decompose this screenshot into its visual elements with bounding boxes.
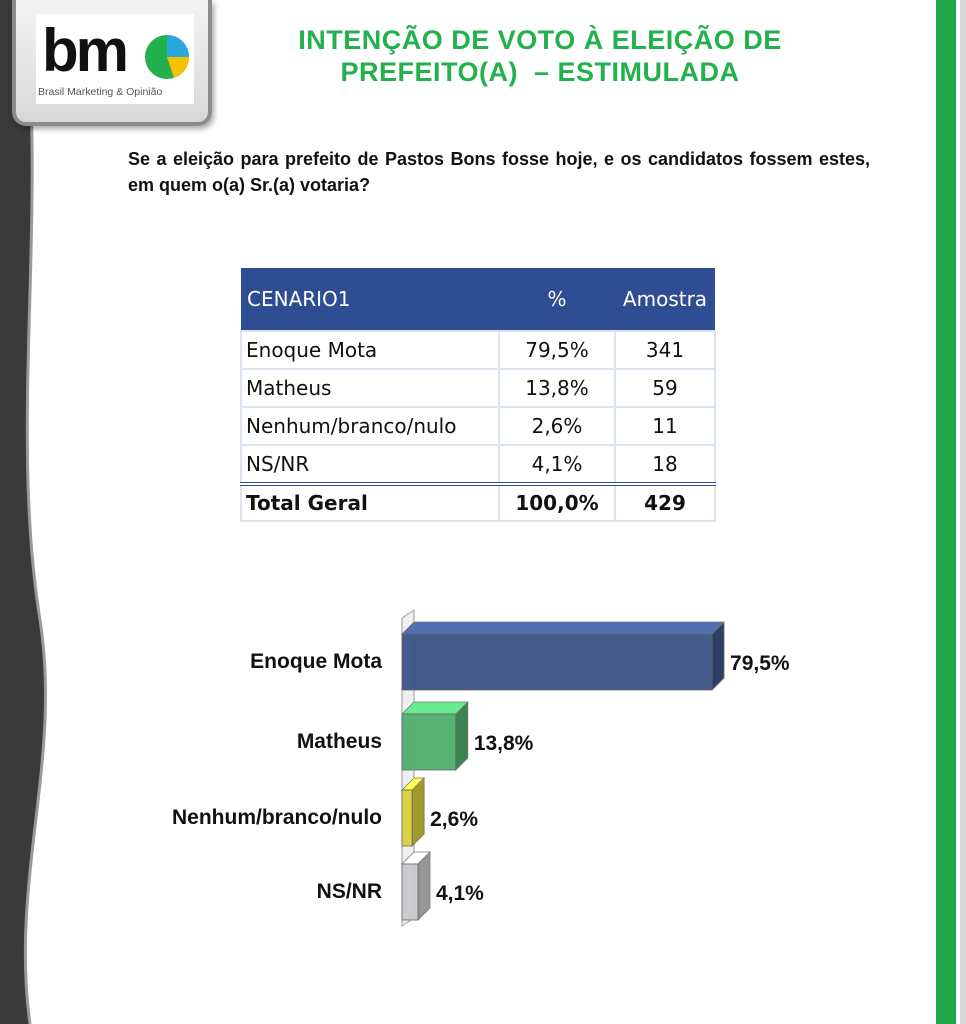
category-label: Matheus xyxy=(297,730,382,753)
row-percent: 4,1% xyxy=(498,444,616,485)
table-row: Enoque Mota 79,5% 341 xyxy=(240,330,716,370)
total-label: Total Geral xyxy=(240,482,500,522)
row-sample: 341 xyxy=(614,330,716,370)
row-percent: 13,8% xyxy=(498,368,616,408)
title-line-1: INTENÇÃO DE VOTO À ELEIÇÃO DE xyxy=(298,25,782,55)
table-row: Nenhum/branco/nulo 2,6% 11 xyxy=(240,406,716,446)
row-label: NS/NR xyxy=(240,444,500,485)
row-sample: 18 xyxy=(614,444,716,485)
total-percent: 100,0% xyxy=(498,482,616,522)
header-percent: % xyxy=(499,268,615,331)
header-sample: Amostra xyxy=(615,268,715,331)
data-label: 4,1% xyxy=(436,882,484,905)
total-sample: 429 xyxy=(614,482,716,522)
company-logo: bm Brasil Marketing & Opinião xyxy=(12,0,212,126)
logo-tagline: Brasil Marketing & Opinião xyxy=(38,86,163,98)
row-label: Nenhum/branco/nulo xyxy=(240,406,500,446)
title-line-2: PREFEITO(A) – ESTIMULADA xyxy=(340,57,740,87)
logo-mark: bm xyxy=(42,17,129,84)
row-percent: 2,6% xyxy=(498,406,616,446)
left-decorative-curve xyxy=(0,0,48,1024)
results-table: CENARIO1 % Amostra Enoque Mota 79,5% 341… xyxy=(240,268,716,522)
page-title: INTENÇÃO DE VOTO À ELEIÇÃO DE PREFEITO(A… xyxy=(230,24,850,88)
bar-side-face xyxy=(455,701,469,771)
row-sample: 59 xyxy=(614,368,716,408)
bar-side-face xyxy=(417,851,431,921)
bar-side-face xyxy=(711,621,725,691)
category-label: Enoque Mota xyxy=(250,650,382,673)
bar xyxy=(401,633,713,691)
table-row: Matheus 13,8% 59 xyxy=(240,368,716,408)
header-scenario: CENARIO1 xyxy=(241,268,499,331)
bar xyxy=(401,863,419,921)
category-label: Nenhum/branco/nulo xyxy=(172,806,382,829)
data-label: 13,8% xyxy=(474,732,534,755)
table-header-row: CENARIO1 % Amostra xyxy=(241,268,715,331)
category-label: NS/NR xyxy=(317,880,382,903)
bar-side-face xyxy=(411,777,425,847)
data-label: 2,6% xyxy=(430,808,478,831)
bar xyxy=(401,713,457,771)
logo-pie-icon xyxy=(145,35,190,79)
data-label: 79,5% xyxy=(730,652,790,675)
row-label: Matheus xyxy=(240,368,500,408)
row-sample: 11 xyxy=(614,406,716,446)
bar xyxy=(401,789,413,847)
table-row: NS/NR 4,1% 18 xyxy=(240,444,716,485)
table-total-row: Total Geral 100,0% 429 xyxy=(240,482,716,522)
row-percent: 79,5% xyxy=(498,330,616,370)
row-label: Enoque Mota xyxy=(240,330,500,370)
survey-question: Se a eleição para prefeito de Pastos Bon… xyxy=(128,149,870,195)
bar-top-face xyxy=(401,621,726,635)
right-green-stripe xyxy=(932,0,966,1024)
bar-chart: Enoque Mota 79,5% Matheus 13,8% Nenhum/branc… xyxy=(172,609,790,927)
